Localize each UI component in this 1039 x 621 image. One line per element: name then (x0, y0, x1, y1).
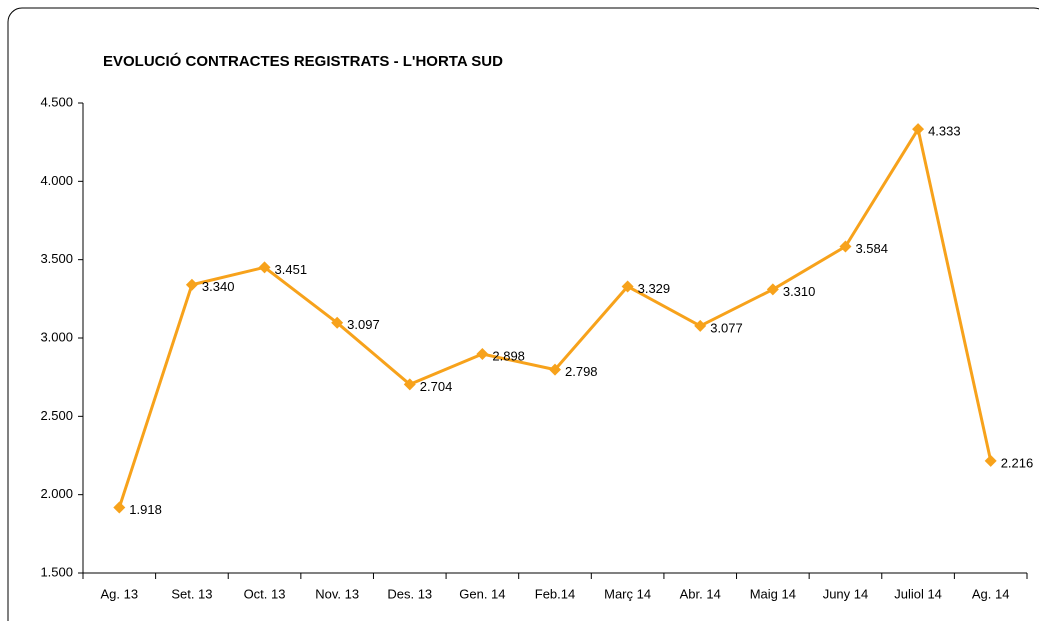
marker (839, 240, 852, 253)
marker (403, 378, 416, 391)
x-tick-label: Gen. 14 (459, 586, 505, 601)
marker (694, 319, 707, 332)
y-tick-label: 1.500 (40, 564, 73, 579)
x-tick-label: Abr. 14 (680, 586, 721, 601)
x-tick-label: Ag. 13 (101, 586, 139, 601)
y-tick-label: 2.500 (40, 408, 73, 423)
y-tick-label: 4.000 (40, 173, 73, 188)
marker (912, 123, 925, 136)
value-label: 3.584 (855, 241, 888, 256)
marker (185, 278, 198, 291)
marker (113, 501, 126, 514)
marker (331, 316, 344, 329)
y-tick-label: 4.500 (40, 94, 73, 109)
marker (984, 454, 997, 467)
x-tick-label: Nov. 13 (315, 586, 359, 601)
y-tick-label: 3.000 (40, 329, 73, 344)
x-tick-label: Set. 13 (171, 586, 212, 601)
value-label: 3.340 (202, 279, 235, 294)
value-label: 2.704 (420, 379, 453, 394)
value-label: 3.329 (638, 281, 671, 296)
marker (476, 347, 489, 360)
chart-title: EVOLUCIÓ CONTRACTES REGISTRATS - L'HORTA… (103, 52, 503, 70)
value-label: 3.310 (783, 284, 816, 299)
marker (766, 283, 779, 296)
x-tick-label: Oct. 13 (244, 586, 286, 601)
y-tick-label: 2.000 (40, 486, 73, 501)
marker (258, 261, 271, 274)
x-tick-label: Des. 13 (387, 586, 432, 601)
value-label: 2.798 (565, 364, 598, 379)
marker (621, 280, 634, 293)
value-label: 3.077 (710, 320, 743, 335)
value-label: 4.333 (928, 124, 961, 139)
x-tick-label: Juny 14 (823, 586, 869, 601)
x-tick-label: Juliol 14 (894, 586, 942, 601)
chart-frame (7, 7, 1039, 621)
y-tick-label: 3.500 (40, 251, 73, 266)
value-label: 3.097 (347, 317, 380, 332)
x-tick-label: Maig 14 (750, 586, 796, 601)
value-label: 2.898 (492, 348, 525, 363)
marker (549, 363, 561, 376)
line (117, 127, 993, 508)
x-tick-label: Ag. 14 (972, 586, 1010, 601)
x-tick-label: Feb.14 (535, 586, 575, 601)
value-label: 1.918 (129, 502, 162, 517)
x-tick-label: Març 14 (604, 586, 651, 601)
value-label: 3.451 (275, 262, 308, 277)
value-label: 2.216 (1001, 455, 1034, 470)
